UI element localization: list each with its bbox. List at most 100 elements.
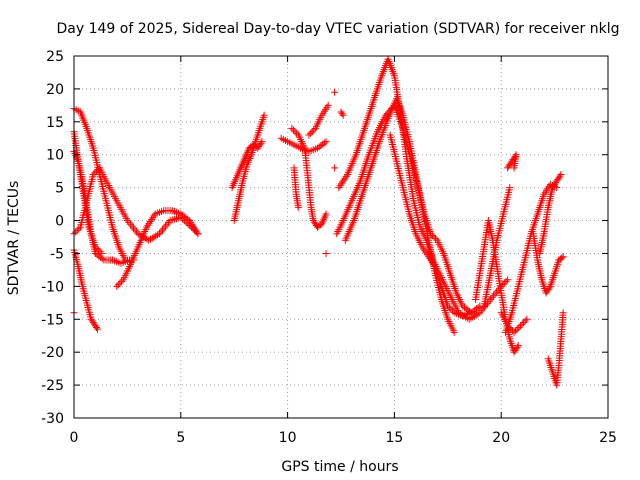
data-marker (450, 328, 458, 336)
data-marker (305, 131, 313, 139)
data-marker (72, 228, 80, 236)
data-marker (91, 243, 99, 251)
data-marker (512, 327, 520, 335)
data-marker (557, 170, 565, 178)
data-marker (92, 167, 100, 175)
data-marker (491, 290, 499, 298)
x-tick-label: 15 (385, 430, 403, 446)
data-marker (114, 281, 122, 289)
data-marker (96, 248, 104, 256)
data-marker (258, 138, 266, 146)
data-marker (518, 320, 526, 328)
y-tick-label: -30 (41, 411, 64, 427)
data-marker (310, 126, 318, 134)
data-marker (490, 292, 498, 300)
data-marker (89, 170, 97, 178)
data-marker (504, 322, 512, 330)
data-marker (308, 128, 316, 136)
data-marker (294, 203, 302, 211)
data-marker (432, 235, 440, 243)
data-marker (184, 215, 192, 223)
data-marker (449, 307, 457, 315)
data-marker (331, 164, 339, 172)
data-marker (257, 139, 265, 147)
data-marker (160, 224, 168, 232)
data-markers (70, 55, 567, 389)
data-marker (520, 319, 528, 327)
data-marker (98, 249, 106, 257)
x-tick-labels: 0 5 10 15 20 25 (70, 430, 617, 446)
plot-frame (73, 55, 609, 419)
data-marker (474, 303, 482, 311)
data-marker (148, 234, 156, 242)
y-tick-label: -20 (41, 345, 64, 361)
data-marker (194, 230, 202, 238)
data-marker (430, 233, 438, 241)
data-marker (444, 302, 452, 310)
data-marker (145, 236, 153, 244)
x-tick-label: 20 (492, 430, 510, 446)
data-marker (322, 210, 330, 218)
data-marker (93, 245, 101, 253)
data-marker (73, 226, 81, 234)
data-marker (339, 111, 347, 119)
data-marker (163, 220, 171, 228)
data-marker (514, 342, 522, 350)
data-marker (75, 225, 83, 233)
data-marker (505, 324, 513, 331)
data-marker (91, 169, 99, 177)
data-marker (126, 220, 134, 228)
data-marker (157, 228, 165, 236)
data-marker (488, 294, 496, 302)
x-axis-label: GPS time / hours (281, 459, 398, 475)
y-tick-label: -10 (41, 279, 64, 295)
data-marker (523, 315, 531, 323)
data-marker (162, 222, 170, 230)
data-marker (324, 101, 332, 109)
data-marker (510, 164, 518, 172)
data-marker (320, 139, 328, 147)
data-marker (507, 325, 515, 333)
data-marker (291, 128, 299, 136)
data-marker (559, 253, 567, 261)
data-marker (502, 277, 510, 285)
data-marker (474, 310, 482, 318)
data-marker (150, 233, 158, 241)
y-tick-label: 20 (46, 82, 64, 98)
data-marker (331, 88, 339, 96)
x-tick-label: 25 (599, 430, 617, 446)
y-tick-label: 5 (55, 181, 64, 197)
x-tick-label: 5 (176, 430, 185, 446)
data-marker (113, 282, 121, 290)
data-marker (510, 328, 518, 336)
y-tick-label: 15 (46, 115, 64, 131)
y-tick-label: -25 (41, 378, 64, 394)
data-marker (133, 228, 141, 236)
y-tick-label: 25 (46, 49, 64, 65)
data-marker (482, 301, 490, 309)
data-marker (118, 277, 126, 285)
data-marker (506, 184, 514, 192)
y-tick-labels: -30 -25 -20 -15 -10 -5 0 5 10 15 20 25 (41, 49, 64, 427)
data-marker (147, 235, 155, 243)
y-tick-label: 0 (55, 214, 64, 230)
data-marker (95, 246, 103, 254)
data-marker (322, 138, 330, 146)
data-marker (131, 226, 139, 234)
data-marker (288, 124, 296, 132)
chart-title: Day 149 of 2025, Sidereal Day-to-day VTE… (57, 21, 620, 37)
data-marker (493, 288, 501, 296)
data-marker (307, 129, 315, 137)
y-axis-label: SDTVAR / TECUs (6, 181, 22, 296)
data-marker (128, 222, 136, 230)
data-marker (513, 325, 521, 333)
data-marker (322, 249, 330, 257)
data-marker (158, 226, 166, 234)
data-marker (447, 305, 455, 313)
y-tick-label: 10 (46, 148, 64, 164)
data-marker (558, 254, 566, 262)
data-marker (293, 129, 301, 137)
data-marker (521, 317, 529, 325)
x-tick-label: 0 (70, 430, 79, 446)
